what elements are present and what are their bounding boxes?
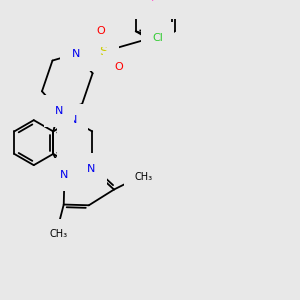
Text: CH₃: CH₃ bbox=[134, 172, 152, 182]
Text: S: S bbox=[99, 45, 107, 58]
Text: N: N bbox=[68, 115, 77, 125]
Text: N: N bbox=[55, 106, 63, 116]
Text: N: N bbox=[87, 164, 96, 174]
Text: N: N bbox=[68, 160, 77, 170]
Text: Cl: Cl bbox=[152, 33, 163, 43]
Text: O: O bbox=[114, 62, 123, 72]
Text: F: F bbox=[151, 0, 158, 3]
Text: N: N bbox=[60, 169, 69, 179]
Text: O: O bbox=[97, 26, 105, 36]
Text: N: N bbox=[71, 49, 80, 59]
Text: CH₃: CH₃ bbox=[49, 229, 67, 239]
